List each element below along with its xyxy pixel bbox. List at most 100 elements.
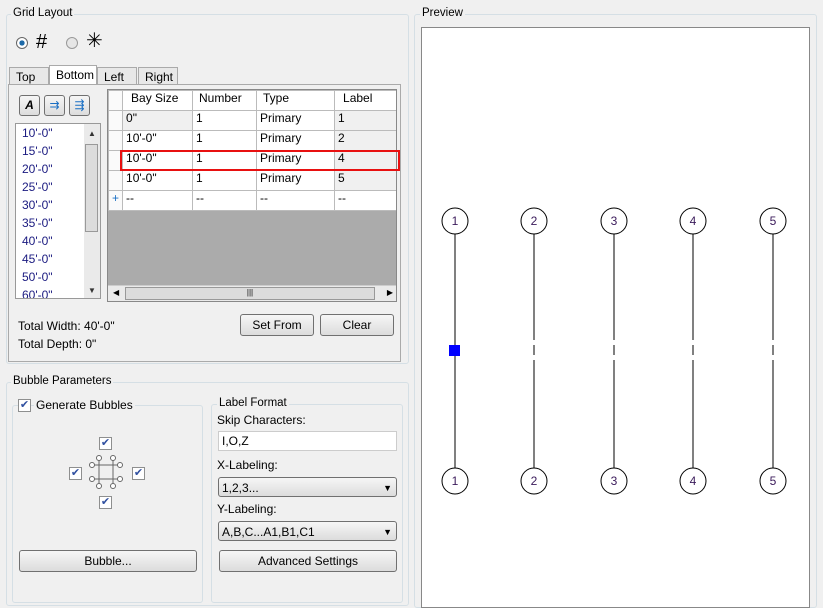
grid-bubble[interactable] <box>679 207 707 235</box>
bubble-label: 3 <box>611 214 618 228</box>
new-row[interactable]: + -- -- -- -- <box>108 190 396 211</box>
bay-size-list[interactable]: 10'-0" 15'-0" 20'-0" 25'-0" 30'-0" 35'-0" 40'-… <box>15 123 101 299</box>
highlighted-row-outline <box>120 150 400 171</box>
grid-bubble[interactable] <box>600 207 628 235</box>
radial-grid-icon: ✳ <box>86 30 103 52</box>
grid-bubble[interactable] <box>759 467 787 495</box>
header-type[interactable]: Type <box>256 90 336 111</box>
bubble-parameters-group <box>6 382 409 606</box>
left-bubble-checkbox[interactable]: ✔ <box>69 467 82 480</box>
advanced-settings-button[interactable]: Advanced Settings <box>219 550 397 572</box>
bubble-layout-icon <box>89 455 123 489</box>
bay-size-item[interactable]: 50'-0" <box>22 270 53 284</box>
rectangular-grid-radio[interactable] <box>16 37 28 49</box>
rectangular-grid-icon: # <box>36 31 48 53</box>
total-width: Total Width: 40'-0" <box>18 319 115 333</box>
preview-canvas[interactable] <box>421 27 810 608</box>
grid-bubble[interactable] <box>759 207 787 235</box>
table-cell[interactable]: Primary <box>256 110 336 131</box>
y-labeling-value: A,B,C...A1,B1,C1 <box>222 525 315 539</box>
bottom-bubble-checkbox[interactable]: ✔ <box>99 496 112 509</box>
y-labeling-label: Y-Labeling: <box>217 502 277 516</box>
bay-size-item[interactable]: 30'-0" <box>22 198 53 212</box>
generate-bubbles-label: Generate Bubbles <box>34 398 135 412</box>
table-cell[interactable]: Primary <box>256 130 336 151</box>
tab-top[interactable]: Top <box>9 67 49 85</box>
tab-right[interactable]: Right <box>138 67 178 85</box>
radial-grid-radio[interactable] <box>66 37 78 49</box>
table-cell[interactable]: -- <box>256 190 336 211</box>
tab-left[interactable]: Left <box>97 67 137 85</box>
bay-size-item[interactable]: 20'-0" <box>22 162 53 176</box>
total-depth: Total Depth: 0" <box>18 337 97 351</box>
bubble-label: 5 <box>770 214 777 228</box>
table-cell[interactable]: 1 <box>192 150 258 171</box>
table-cell[interactable]: 10'-0" <box>122 170 194 191</box>
chevron-down-icon: ▼ <box>383 483 392 493</box>
table-cell[interactable]: 1 <box>334 110 396 131</box>
grid-layout-group <box>6 14 409 364</box>
table-cell[interactable]: 2 <box>334 130 396 151</box>
skip-characters-input[interactable]: I,O,Z <box>218 431 397 451</box>
header-number[interactable]: Number <box>192 90 258 111</box>
table-row[interactable]: 10'-0" 1 Primary 5 <box>108 170 396 191</box>
bubble-label: 1 <box>452 474 459 488</box>
table-row[interactable]: 0" 1 Primary 1 <box>108 110 396 131</box>
import-table-icon[interactable]: ⇉ <box>44 95 65 116</box>
grid-bubble[interactable] <box>520 467 548 495</box>
new-row-marker: + <box>108 190 124 211</box>
bay-size-item[interactable]: 25'-0" <box>22 180 53 194</box>
top-bubble-checkbox[interactable]: ✔ <box>99 437 112 450</box>
table-row[interactable]: 10'-0" 1 Primary 4 <box>108 150 396 171</box>
grid-layout-title: Grid Layout <box>11 7 75 19</box>
bubble-label: 2 <box>531 474 538 488</box>
bubble-parameters-title: Bubble Parameters <box>11 375 114 387</box>
bay-table[interactable]: Bay Size Number Type Label 0" 1 Primary 1 10… <box>107 89 397 302</box>
generate-bubbles-checkbox[interactable]: ✔ <box>18 399 31 412</box>
table-cell[interactable]: -- <box>334 190 396 211</box>
preview-title: Preview <box>420 7 465 19</box>
edit-text-icon[interactable]: A <box>19 95 40 116</box>
set-from-button[interactable]: Set From <box>240 314 314 336</box>
table-cell[interactable]: 10'-0" <box>122 150 194 171</box>
chevron-down-icon: ▼ <box>383 527 392 537</box>
table-cell[interactable]: Primary <box>256 150 336 171</box>
table-cell[interactable]: 4 <box>334 150 396 171</box>
bubble-label: 2 <box>531 214 538 228</box>
x-labeling-value: 1,2,3... <box>222 481 259 495</box>
label-format-group <box>211 404 403 603</box>
grid-bubble[interactable] <box>441 467 469 495</box>
grid-bubble[interactable] <box>679 467 707 495</box>
skip-characters-label: Skip Characters: <box>217 413 306 427</box>
row-header <box>108 130 124 151</box>
table-row[interactable]: 10'-0" 1 Primary 2 <box>108 130 396 151</box>
export-table-icon[interactable]: ⇶ <box>69 95 90 116</box>
bay-size-item[interactable]: 60'-0" <box>22 288 53 299</box>
y-labeling-select[interactable]: A,B,C...A1,B1,C1 ▼ <box>218 521 397 541</box>
bay-size-item[interactable]: 40'-0" <box>22 234 53 248</box>
right-bubble-checkbox[interactable]: ✔ <box>132 467 145 480</box>
selected-grip[interactable] <box>449 345 460 356</box>
x-labeling-select[interactable]: 1,2,3... ▼ <box>218 477 397 497</box>
tab-bottom[interactable]: Bottom <box>49 65 97 85</box>
grid-bubble[interactable] <box>600 467 628 495</box>
bubble-label: 5 <box>770 474 777 488</box>
table-cell[interactable]: 1 <box>192 170 258 191</box>
grid-bubble[interactable] <box>441 207 469 235</box>
bay-size-item[interactable]: 15'-0" <box>22 144 53 158</box>
horizontal-scrollbar[interactable]: ◀ ||| ▶ <box>108 285 396 301</box>
bay-size-item[interactable]: 10'-0" <box>22 126 53 140</box>
bay-size-item[interactable]: 35'-0" <box>22 216 53 230</box>
clear-button[interactable]: Clear <box>320 314 394 336</box>
bubble-button[interactable]: Bubble... <box>19 550 197 572</box>
bubble-label: 4 <box>690 474 697 488</box>
bay-size-item[interactable]: 45'-0" <box>22 252 53 266</box>
x-labeling-label: X-Labeling: <box>217 458 278 472</box>
bubble-label: 1 <box>452 214 459 228</box>
bubble-label: 4 <box>690 214 697 228</box>
grid-bubble[interactable] <box>520 207 548 235</box>
row-header <box>108 170 124 191</box>
row-header <box>108 110 124 131</box>
list-scrollbar[interactable]: ▲ ▼ <box>84 124 100 298</box>
